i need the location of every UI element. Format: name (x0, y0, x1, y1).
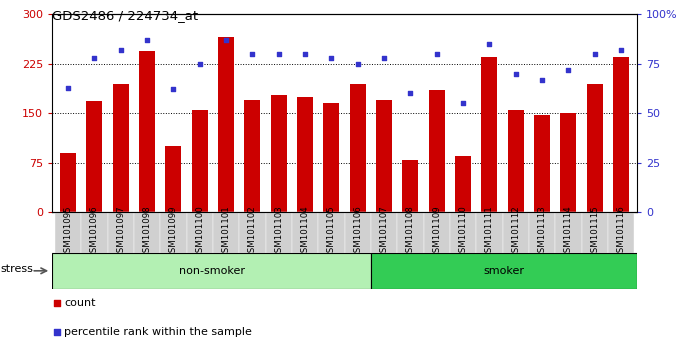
Text: GSM101115: GSM101115 (590, 206, 599, 258)
Bar (529, 212, 555, 253)
Bar (318, 212, 345, 253)
Bar (345, 212, 371, 253)
Point (247, 51, 258, 57)
Bar (608, 212, 634, 253)
Point (326, 55, 337, 61)
Bar (503, 212, 529, 253)
Point (457, 101, 468, 106)
Bar (160, 212, 187, 253)
Bar (218, 37, 234, 212)
Text: GSM101116: GSM101116 (617, 206, 626, 258)
Point (352, 61, 363, 67)
Bar (192, 110, 207, 212)
Bar (187, 212, 213, 253)
Text: percentile rank within the sample: percentile rank within the sample (64, 327, 252, 337)
Text: non-smoker: non-smoker (179, 266, 245, 276)
Bar (508, 110, 523, 212)
Point (299, 51, 310, 57)
Bar (555, 212, 582, 253)
Bar (60, 153, 76, 212)
Point (431, 51, 442, 57)
Bar (450, 212, 476, 253)
Bar (534, 115, 550, 212)
Bar (582, 212, 608, 253)
Text: GSM101104: GSM101104 (301, 206, 310, 258)
Point (379, 55, 390, 61)
Bar (134, 212, 160, 253)
Bar (292, 212, 318, 253)
Bar (587, 84, 603, 212)
Text: GSM101099: GSM101099 (169, 206, 178, 258)
Point (221, 37, 232, 43)
Bar (166, 146, 181, 212)
Text: GSM101109: GSM101109 (432, 206, 441, 258)
Bar (52, 253, 371, 289)
Text: GSM101100: GSM101100 (195, 206, 204, 258)
Text: GSM101096: GSM101096 (90, 206, 99, 258)
Point (168, 87, 179, 92)
Text: GSM101097: GSM101097 (116, 206, 125, 258)
Bar (476, 212, 503, 253)
Text: GSM101098: GSM101098 (143, 206, 152, 258)
Bar (482, 57, 497, 212)
Text: GSM101105: GSM101105 (327, 206, 336, 258)
Bar (107, 212, 134, 253)
Point (63, 85, 74, 90)
Bar (139, 51, 155, 212)
Bar (455, 156, 471, 212)
Point (615, 47, 626, 53)
Text: GSM101107: GSM101107 (379, 206, 388, 258)
Bar (213, 212, 239, 253)
Text: GSM101114: GSM101114 (564, 206, 573, 258)
Bar (81, 212, 107, 253)
Point (115, 47, 126, 53)
Bar (271, 95, 287, 212)
Text: GSM101108: GSM101108 (406, 206, 415, 258)
Bar (397, 212, 424, 253)
Point (510, 71, 521, 76)
Bar (297, 97, 313, 212)
Point (405, 91, 416, 96)
Text: GSM101113: GSM101113 (537, 206, 546, 258)
Bar (376, 100, 392, 212)
Bar (113, 84, 129, 212)
Bar (424, 212, 450, 253)
Point (232, 182, 244, 188)
Bar (560, 113, 576, 212)
Bar (244, 100, 260, 212)
Bar (371, 212, 397, 253)
Point (484, 41, 495, 47)
Bar (402, 160, 418, 212)
Text: GSM101101: GSM101101 (221, 206, 230, 258)
Bar (324, 103, 339, 212)
Bar (86, 101, 102, 212)
Point (589, 51, 600, 57)
Bar (613, 57, 629, 212)
Point (563, 67, 574, 73)
Text: GSM101111: GSM101111 (485, 206, 494, 258)
Point (537, 77, 548, 82)
Point (273, 51, 284, 57)
Text: count: count (64, 298, 95, 308)
Point (89, 55, 100, 61)
Bar (429, 90, 445, 212)
Point (141, 37, 152, 43)
Text: smoker: smoker (484, 266, 525, 276)
Text: GSM101103: GSM101103 (274, 206, 283, 258)
Text: GDS2486 / 224734_at: GDS2486 / 224734_at (52, 9, 198, 22)
Point (194, 61, 205, 67)
Text: GSM101095: GSM101095 (63, 206, 72, 258)
Bar (55, 212, 81, 253)
Text: GSM101102: GSM101102 (248, 206, 257, 258)
Text: GSM101106: GSM101106 (353, 206, 362, 258)
Bar (265, 212, 292, 253)
Text: stress: stress (0, 264, 33, 274)
Bar (371, 253, 637, 289)
Text: GSM101110: GSM101110 (459, 206, 468, 258)
Text: GSM101112: GSM101112 (511, 206, 520, 258)
Bar (350, 84, 365, 212)
Bar (239, 212, 265, 253)
